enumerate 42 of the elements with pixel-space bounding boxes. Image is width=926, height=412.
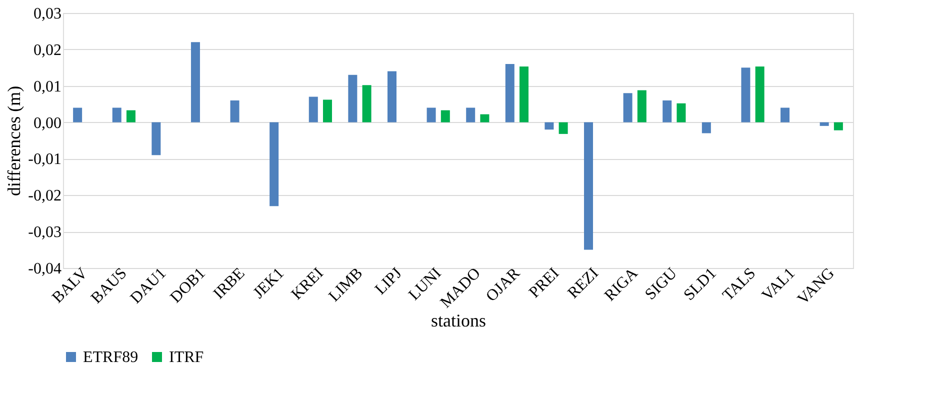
y-tick-label: -0,01 (28, 151, 62, 168)
y-tick-label: 0,01 (34, 78, 62, 96)
y-tick-label: -0,02 (28, 188, 62, 205)
bar (230, 100, 240, 122)
bar (440, 110, 450, 122)
bar (780, 108, 790, 122)
bar (558, 122, 568, 134)
bar (834, 122, 843, 130)
bar (741, 68, 750, 122)
bar (73, 108, 82, 122)
bar (520, 66, 529, 122)
y-axis-title: differences (m) (4, 86, 24, 196)
bar (126, 110, 136, 122)
bar (362, 85, 372, 122)
x-axis-title: stations (430, 310, 486, 331)
bar (544, 122, 554, 130)
bar (505, 64, 514, 122)
bar (190, 42, 200, 122)
bar (676, 103, 686, 122)
y-tick-label: -0,03 (28, 224, 62, 242)
bar (755, 66, 764, 122)
y-tick-label: 0,03 (34, 6, 62, 22)
bar (623, 93, 632, 122)
legend-label: ITRF (169, 349, 204, 366)
y-tick-label: 0,02 (34, 42, 62, 59)
bar (348, 74, 358, 122)
bar (637, 90, 646, 122)
bar (480, 114, 490, 122)
bar (820, 122, 829, 126)
legend-label: ETRF89 (83, 349, 138, 366)
bar (466, 108, 476, 122)
bar (322, 100, 332, 122)
bar (112, 108, 122, 122)
y-tick-label: 0,00 (34, 114, 62, 132)
bar (387, 71, 396, 122)
bar (270, 122, 279, 206)
bar (584, 122, 594, 250)
bar (426, 108, 436, 122)
bar (152, 122, 161, 156)
bar (702, 122, 711, 134)
bar (662, 100, 672, 122)
bar (308, 96, 318, 122)
